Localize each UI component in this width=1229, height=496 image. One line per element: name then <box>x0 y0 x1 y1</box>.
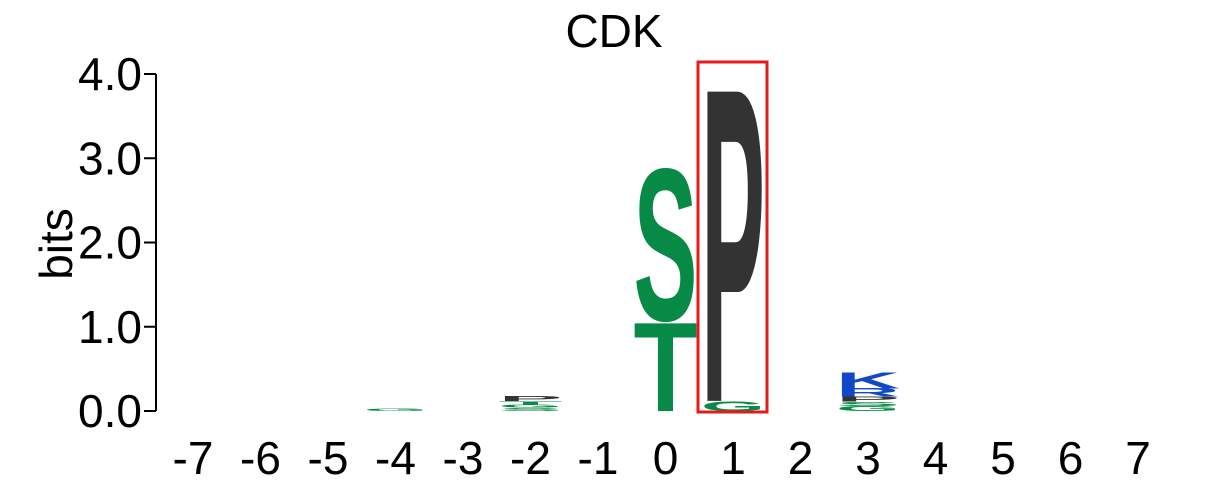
x-tick-label: 5 <box>990 432 1016 484</box>
y-tick-label: 0.0 <box>78 385 142 437</box>
x-tick-label: -7 <box>173 432 214 484</box>
logo-letter-s: S <box>499 407 563 412</box>
logo-letter-k: K <box>836 367 900 393</box>
logo-letter-g: G <box>499 403 563 408</box>
logo-letter-p: P <box>701 0 765 496</box>
x-tick-label: -2 <box>510 432 551 484</box>
chart-title: CDK <box>565 5 662 57</box>
x-tick-label: -6 <box>240 432 281 484</box>
x-tick-label: 6 <box>1058 432 1084 484</box>
x-tick-label: 1 <box>720 432 746 484</box>
y-axis-label: bits <box>30 208 82 280</box>
logo-letter-p: P <box>499 395 563 403</box>
logo-letter-s: S <box>634 123 698 366</box>
logo-letter-g: G <box>836 405 900 413</box>
x-tick-label: 7 <box>1125 432 1151 484</box>
x-tick-label: 0 <box>653 432 679 484</box>
x-tick-label: 3 <box>855 432 881 484</box>
x-tick-label: -3 <box>443 432 484 484</box>
highlight-box <box>696 60 769 414</box>
logo-letter-s: S <box>836 401 900 408</box>
x-tick-label: 2 <box>788 432 814 484</box>
logo-letter-g: G <box>363 408 427 412</box>
logo-letter-r: R <box>836 386 900 399</box>
x-tick-label: -5 <box>308 432 349 484</box>
x-tick-label: -4 <box>375 432 416 484</box>
y-tick-label: 4.0 <box>78 48 142 100</box>
logo-letter-p: P <box>836 395 900 403</box>
logo-letter-t: T <box>499 400 563 405</box>
y-tick-label: 2.0 <box>78 217 142 269</box>
y-tick-label: 3.0 <box>78 132 142 184</box>
logo-letter-g: G <box>701 398 765 414</box>
x-tick-label: -1 <box>578 432 619 484</box>
plot-area: 0.01.02.03.04.0-7 -6 -5 -4 -3 -2 -1 0 1 2 3 4 5 6 7G SG… <box>78 0 1151 496</box>
y-tick-label: 1.0 <box>78 301 142 353</box>
logo-letter-t: T <box>634 296 698 438</box>
x-tick-label: 4 <box>923 432 949 484</box>
